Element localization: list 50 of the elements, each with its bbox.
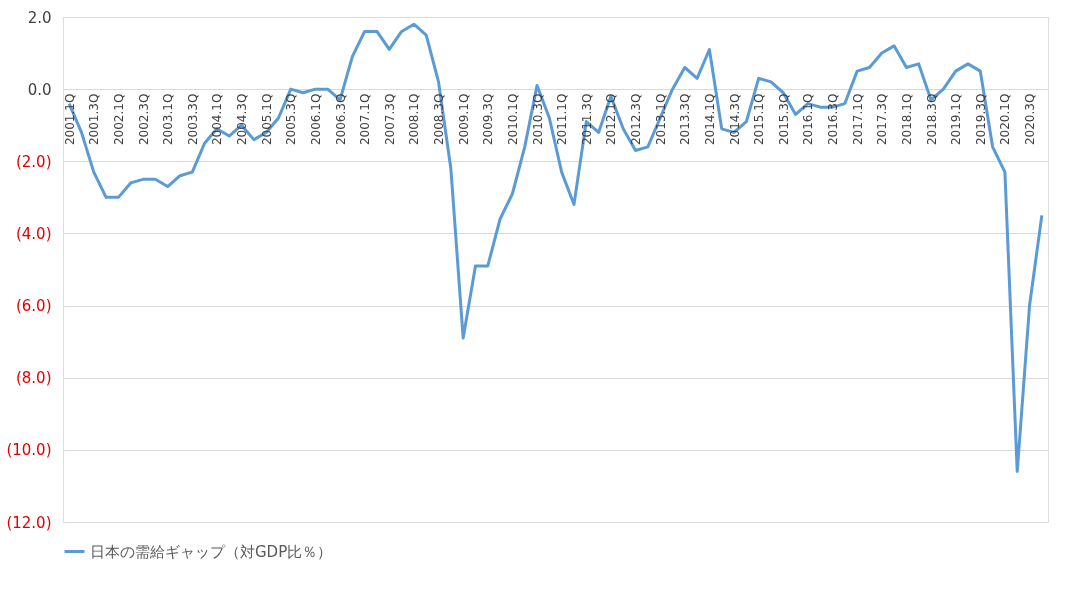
- x-tick-label: 2020.1Q: [998, 93, 1013, 146]
- x-tick-label: 2013.1Q: [653, 93, 668, 146]
- x-tick-label: 2016.1Q: [801, 93, 816, 146]
- line-series: [67, 22, 1044, 473]
- x-tick-label: 2017.1Q: [850, 93, 865, 146]
- x-tick-label: 2008.1Q: [407, 93, 422, 146]
- y-tick-label: (2.0): [15, 152, 52, 171]
- x-tick-label: 2006.3Q: [333, 93, 348, 146]
- x-tick-label: 2014.3Q: [727, 93, 742, 146]
- x-tick-label: 2019.3Q: [973, 93, 988, 146]
- x-tick-label: 2017.3Q: [875, 93, 890, 146]
- x-tick-label: 2008.3Q: [432, 93, 447, 146]
- x-tick-label: 2003.3Q: [185, 93, 200, 146]
- y-tick-label: 2.0: [27, 8, 52, 27]
- x-tick-label: 2007.3Q: [382, 93, 397, 146]
- x-tick-label: 2002.1Q: [111, 93, 126, 146]
- x-tick-label: 2015.1Q: [752, 93, 767, 146]
- x-tick-label: 2011.1Q: [555, 93, 570, 146]
- y-tick-label: 0.0: [27, 80, 52, 99]
- x-tick-label: 2010.3Q: [530, 93, 545, 146]
- x-tick-label: 2009.1Q: [456, 93, 471, 146]
- x-tick-label: 2020.3Q: [1023, 93, 1038, 146]
- x-tick-label: 2003.1Q: [161, 93, 176, 146]
- y-tick-label: (12.0): [6, 513, 52, 532]
- y-tick-label: (8.0): [15, 369, 52, 388]
- x-tick-label: 2012.1Q: [604, 93, 619, 146]
- x-tick-label: 2006.1Q: [308, 93, 323, 146]
- legend-label: 日本の需給ギャップ（対GDP比％）: [90, 542, 333, 561]
- x-tick-label: 2014.1Q: [702, 93, 717, 146]
- x-tick-label: 2001.3Q: [87, 93, 102, 146]
- x-tick-label: 2005.3Q: [284, 93, 299, 146]
- x-tick-label: 2011.3Q: [579, 93, 594, 146]
- x-tick-label: 2019.1Q: [949, 93, 964, 146]
- y-tick-label: (6.0): [15, 297, 52, 316]
- x-tick-label: 2016.3Q: [826, 93, 841, 146]
- y-tick-label: (10.0): [6, 441, 52, 460]
- x-tick-label: 2018.3Q: [924, 93, 939, 146]
- x-tick-label: 2001.1Q: [62, 93, 77, 146]
- y-tick-label: (4.0): [15, 224, 52, 243]
- x-tick-label: 2018.1Q: [899, 93, 914, 146]
- x-tick-label: 2004.3Q: [235, 93, 250, 146]
- x-tick-label: 2007.1Q: [358, 93, 373, 146]
- x-tick-label: 2009.3Q: [481, 93, 496, 146]
- x-tick-label: 2004.1Q: [210, 93, 225, 146]
- x-tick-label: 2015.3Q: [776, 93, 791, 146]
- x-tick-label: 2005.1Q: [259, 93, 274, 146]
- x-tick-label: 2002.3Q: [136, 93, 151, 146]
- x-tick-label: 2013.3Q: [678, 93, 693, 146]
- x-tick-label: 2010.1Q: [505, 93, 520, 146]
- x-tick-label: 2012.3Q: [629, 93, 644, 146]
